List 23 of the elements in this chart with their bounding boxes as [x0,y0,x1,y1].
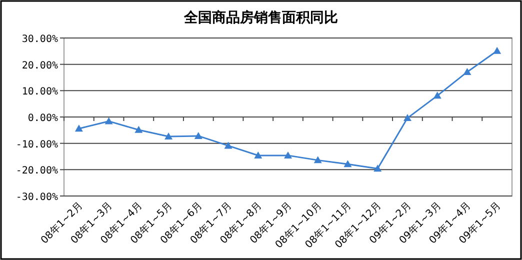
chart-title: 全国商品房销售面积同比 [183,9,338,26]
point [433,92,442,99]
point [314,156,322,164]
point [374,164,382,172]
y-tick-label: 10.00% [22,86,58,98]
y-tick-label: -10.00% [16,139,58,150]
point [104,117,113,124]
point [403,114,412,122]
y-tick-label: -30.00% [16,192,58,203]
y-tick-label: 30.00% [22,34,58,45]
y-tick-label: -20.00% [16,166,58,177]
y-tick-label: 20.00% [22,60,58,72]
y-tick-label: 0.00% [28,113,58,124]
point [224,142,232,149]
point [493,46,502,54]
point [254,151,262,158]
point [134,126,143,133]
point [463,68,472,75]
point [74,124,83,132]
point [164,132,173,140]
point [194,132,202,139]
point [344,160,352,168]
point [284,151,292,158]
